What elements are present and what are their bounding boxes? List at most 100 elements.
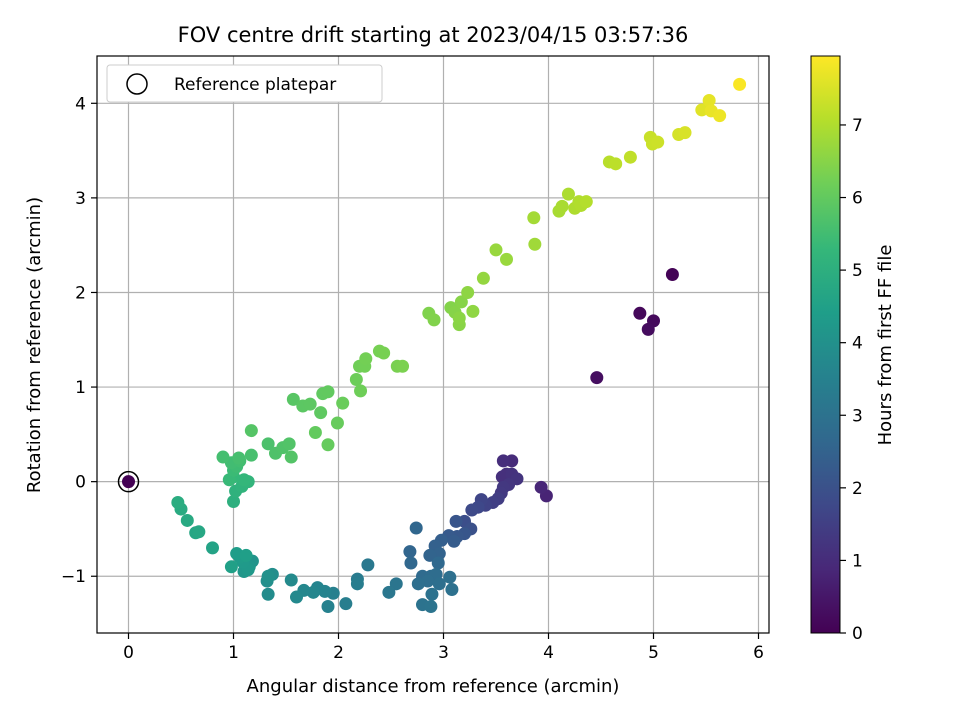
data-point bbox=[534, 480, 548, 494]
x-tick-label: 4 bbox=[543, 643, 554, 663]
data-point bbox=[461, 285, 475, 299]
data-point bbox=[171, 495, 185, 509]
colorbar-tick-label: 4 bbox=[852, 334, 863, 354]
y-tick-label: 2 bbox=[75, 283, 86, 303]
data-point bbox=[423, 548, 437, 562]
data-point bbox=[489, 243, 503, 257]
legend-box bbox=[106, 64, 383, 103]
data-point bbox=[239, 548, 253, 562]
data-point bbox=[555, 199, 569, 213]
x-tick-label: 1 bbox=[228, 643, 239, 663]
data-point bbox=[286, 392, 300, 406]
colorbar-tick-label: 2 bbox=[852, 479, 863, 499]
data-point bbox=[424, 600, 438, 614]
y-axis-label: Rotation from reference (arcmin) bbox=[24, 197, 45, 493]
data-point bbox=[382, 585, 396, 599]
data-point bbox=[308, 425, 322, 439]
colorbar-tick-label: 1 bbox=[852, 551, 863, 571]
y-tick-label: 0 bbox=[75, 473, 86, 493]
data-point bbox=[303, 397, 317, 411]
y-tick-label: 1 bbox=[75, 378, 86, 398]
data-point bbox=[528, 237, 542, 251]
data-point bbox=[590, 371, 604, 385]
x-tick-label: 2 bbox=[333, 643, 344, 663]
data-point bbox=[284, 450, 298, 464]
legend-reference-marker bbox=[126, 73, 148, 95]
data-point bbox=[359, 352, 373, 366]
data-point bbox=[284, 573, 298, 587]
data-point bbox=[404, 556, 418, 570]
data-point bbox=[561, 187, 575, 201]
reference-marker-group bbox=[117, 470, 140, 493]
y-tick-label: −1 bbox=[61, 567, 86, 587]
data-point bbox=[321, 600, 335, 614]
grid-lines bbox=[97, 56, 769, 633]
data-point bbox=[180, 513, 194, 527]
data-point bbox=[466, 304, 480, 318]
data-point bbox=[216, 450, 230, 464]
data-point bbox=[496, 454, 510, 468]
colorbar-tick-label: 6 bbox=[852, 189, 863, 209]
y-tick-label: 3 bbox=[75, 189, 86, 209]
data-point bbox=[290, 590, 303, 604]
data-point bbox=[350, 577, 364, 591]
data-point bbox=[321, 438, 335, 452]
chart-title: FOV centre drift starting at 2023/04/15 … bbox=[178, 23, 689, 47]
data-point bbox=[702, 93, 716, 107]
x-tick-label: 6 bbox=[753, 643, 764, 663]
x-tick-label: 3 bbox=[438, 643, 449, 663]
data-point bbox=[527, 211, 541, 225]
data-point bbox=[282, 437, 296, 451]
data-point bbox=[443, 570, 457, 584]
data-point bbox=[261, 569, 275, 583]
colorbar-tick-label: 5 bbox=[852, 261, 863, 281]
y-tick-label: 4 bbox=[75, 94, 86, 114]
colorbar-tick-label: 7 bbox=[852, 116, 863, 136]
x-tick-label: 5 bbox=[648, 643, 659, 663]
data-point bbox=[476, 271, 490, 285]
data-point bbox=[349, 372, 363, 386]
data-point bbox=[454, 295, 468, 309]
data-point bbox=[354, 384, 368, 398]
legend-reference-label: Reference platepar bbox=[174, 75, 336, 95]
data-point bbox=[389, 577, 403, 591]
data-point bbox=[733, 77, 747, 91]
data-point bbox=[261, 587, 275, 601]
data-points bbox=[122, 77, 747, 614]
data-point bbox=[432, 577, 446, 591]
data-point bbox=[244, 424, 258, 438]
data-point bbox=[641, 322, 655, 336]
colorbar-label: Hours from first FF file bbox=[875, 245, 896, 446]
data-point bbox=[261, 437, 275, 451]
data-point bbox=[449, 514, 463, 528]
data-point bbox=[425, 587, 439, 601]
data-point bbox=[314, 406, 328, 420]
data-point bbox=[609, 157, 623, 171]
colorbar-gradient bbox=[810, 55, 841, 634]
data-point bbox=[579, 195, 593, 209]
data-point bbox=[678, 126, 692, 140]
data-point bbox=[396, 359, 410, 373]
data-point bbox=[321, 385, 335, 399]
data-point bbox=[651, 135, 665, 149]
data-point bbox=[192, 525, 206, 539]
data-point bbox=[427, 313, 441, 327]
x-tick-label: 0 bbox=[123, 643, 134, 663]
data-point bbox=[713, 109, 727, 123]
data-point bbox=[445, 582, 459, 596]
data-point bbox=[227, 495, 240, 509]
legend: Reference platepar bbox=[106, 64, 383, 103]
data-point bbox=[665, 268, 679, 282]
colorbar-ticks: 0 1 2 3 4 5 6 7 bbox=[840, 116, 863, 644]
data-point bbox=[411, 577, 425, 591]
reference-platepar-marker bbox=[117, 470, 140, 493]
data-point bbox=[336, 396, 350, 410]
data-point bbox=[465, 503, 479, 517]
data-point bbox=[330, 416, 344, 430]
data-point bbox=[431, 556, 445, 570]
data-point bbox=[361, 558, 375, 572]
y-axis-ticks: −1 0 1 2 3 4 bbox=[61, 94, 97, 587]
x-axis-ticks: 0 1 2 3 4 5 6 bbox=[123, 633, 764, 663]
x-axis-label: Angular distance from reference (arcmin) bbox=[247, 676, 620, 697]
